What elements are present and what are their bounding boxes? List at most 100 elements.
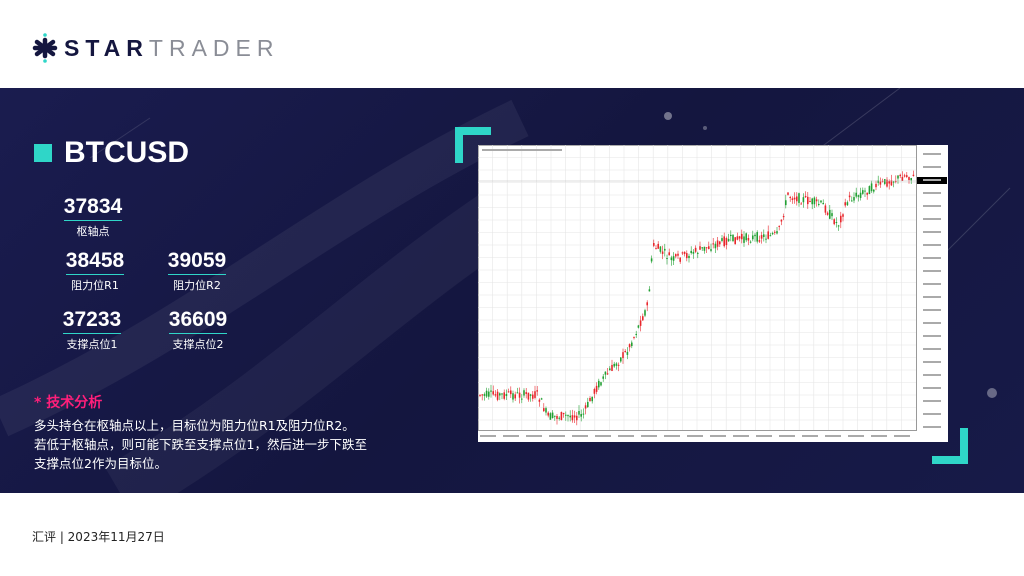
time-axis-tick <box>595 435 611 437</box>
candle-body <box>514 394 516 399</box>
candle-body <box>604 371 607 375</box>
candle-body <box>549 413 552 420</box>
candle-body <box>670 257 673 261</box>
candle-body <box>798 193 800 203</box>
candle-body <box>664 248 666 251</box>
candle-body <box>815 199 818 202</box>
candle-body <box>719 241 721 245</box>
pivot-label: 枢轴点 <box>76 225 110 238</box>
candle-body <box>870 183 873 192</box>
candle-body <box>897 175 899 179</box>
candle-body <box>617 364 620 366</box>
candle-body <box>886 179 888 187</box>
price-axis-tick <box>923 400 941 402</box>
candle-body <box>598 380 600 388</box>
price-axis-tick <box>923 270 941 272</box>
symbol-name: BTCUSD <box>64 136 189 169</box>
candle-body <box>785 200 787 206</box>
analysis-line: 多头持仓在枢轴点以上，目标位为阻力位R1及阻力位R2。 <box>34 418 355 433</box>
candle-body <box>837 225 840 227</box>
candle-body <box>527 392 530 400</box>
pivot-level: 37834 枢轴点 <box>48 195 138 239</box>
candle-body <box>712 243 714 245</box>
candle-body <box>668 252 670 256</box>
candle-body <box>496 391 499 400</box>
price-axis-tick <box>923 309 941 311</box>
candle-body <box>721 238 723 241</box>
candle-body <box>628 344 631 348</box>
candle-body <box>818 203 820 205</box>
candle-body <box>633 337 635 339</box>
candle-body <box>829 209 831 219</box>
candle-body <box>745 233 747 241</box>
candle-body <box>650 258 653 262</box>
price-axis-tick <box>923 361 941 363</box>
candle-body <box>518 392 521 398</box>
candle-body <box>835 222 838 224</box>
candle-body <box>525 392 527 394</box>
candle-body <box>710 249 712 251</box>
price-axis-tick <box>923 244 941 246</box>
candle-body <box>903 175 906 177</box>
candle-body <box>705 247 708 249</box>
candle-body <box>558 417 560 419</box>
candle-body <box>800 203 802 205</box>
candle-body <box>862 190 864 194</box>
candle-body <box>888 181 890 184</box>
candle-body <box>822 202 824 205</box>
time-axis-tick <box>572 435 588 437</box>
candle-body <box>701 247 703 249</box>
time-axis-tick <box>549 435 565 437</box>
candle-body <box>864 190 866 192</box>
candle-body <box>490 390 492 392</box>
candle-body <box>655 248 657 250</box>
candle-body <box>831 213 833 217</box>
corner-bracket-bottom-right <box>932 428 968 464</box>
price-axis-tick <box>923 166 941 168</box>
candle-body <box>538 399 541 402</box>
candle-body <box>580 414 582 417</box>
candle-body <box>758 240 761 242</box>
candle-body <box>644 310 646 316</box>
candle-body <box>646 302 648 306</box>
candle-body <box>611 364 613 371</box>
candle-body <box>692 251 695 254</box>
candle-body <box>635 333 637 335</box>
candle-body <box>543 408 545 412</box>
candle-body <box>789 196 791 198</box>
candle-body <box>833 219 835 225</box>
candle-body <box>866 192 868 195</box>
candle-body <box>749 241 752 243</box>
time-axis-tick <box>641 435 657 437</box>
candle-body <box>853 197 855 201</box>
symbol-title: BTCUSD <box>34 136 189 170</box>
price-axis-tick <box>923 296 941 298</box>
time-axis-tick <box>779 435 795 437</box>
r2-label: 阻力位R2 <box>173 279 221 292</box>
title-marker-icon <box>34 144 52 162</box>
candle-body <box>677 253 679 256</box>
candle-body <box>765 238 767 240</box>
time-axis-tick <box>526 435 542 437</box>
candle-body <box>760 235 763 239</box>
candle-body <box>826 212 829 215</box>
candle-body <box>767 231 769 239</box>
candle-body <box>675 254 677 257</box>
time-axis-tick <box>710 435 726 437</box>
star-logo-icon <box>32 33 58 63</box>
candle-body <box>782 216 785 218</box>
candle-body <box>609 368 611 371</box>
candle-body <box>595 385 598 392</box>
candle-body <box>901 177 904 181</box>
analysis-line: 支撑点位2作为目标位。 <box>34 456 167 471</box>
time-axis-tick <box>894 435 910 437</box>
candle-body <box>624 351 626 353</box>
price-axis-tick <box>923 257 941 259</box>
candle-body <box>774 231 776 233</box>
price-axis-tick <box>923 192 941 194</box>
candle-body <box>532 394 534 399</box>
price-chart-image <box>477 144 948 442</box>
candle-body <box>844 202 846 206</box>
candle-body <box>510 390 512 395</box>
candle-body <box>589 398 591 402</box>
